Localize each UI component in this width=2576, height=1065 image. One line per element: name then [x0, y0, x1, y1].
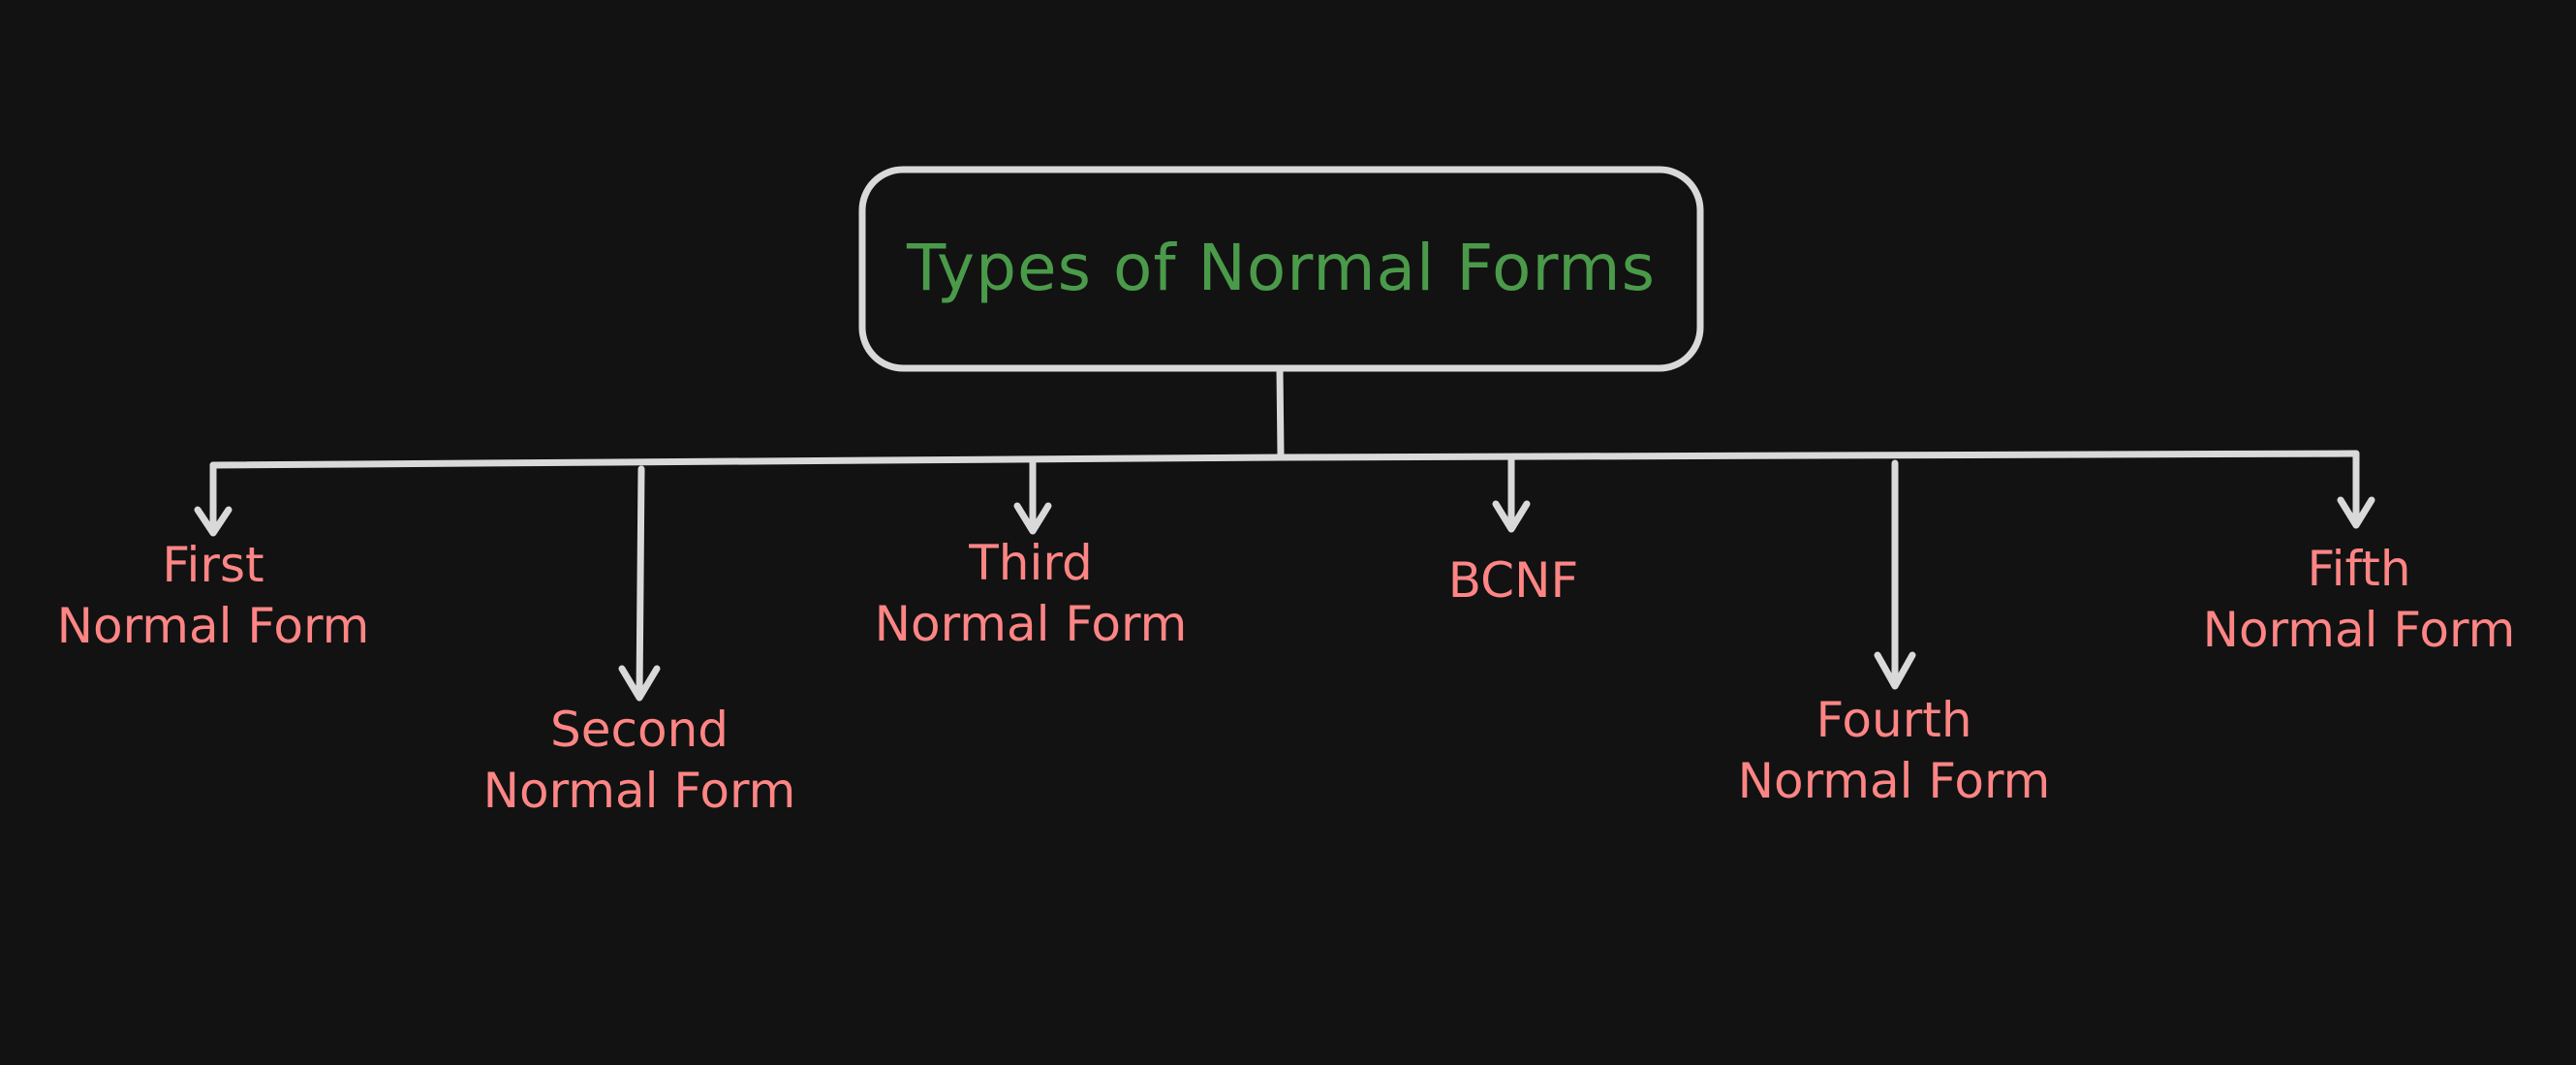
node-label-line2: Normal Form — [2202, 601, 2516, 658]
branch-arrow-3nf — [1013, 459, 1052, 535]
node-label-line1: Fifth — [2307, 541, 2411, 597]
trunk-line — [1276, 366, 1285, 459]
node-fifth-normal-form: Fifth Normal Form — [2156, 539, 2562, 660]
node-label-line2: Normal Form — [874, 595, 1188, 652]
node-third-normal-form: Third Normal Form — [827, 533, 1234, 654]
node-label-line1: Third — [969, 535, 1093, 591]
node-label-line2: Normal Form — [1737, 752, 2051, 809]
node-fourth-normal-form: Fourth Normal Form — [1691, 690, 2097, 811]
node-label-line2: Normal Form — [482, 762, 796, 819]
node-first-normal-form: First Normal Form — [10, 535, 417, 656]
node-label-line2: Normal Form — [56, 597, 370, 654]
node-bcnf: BCNF — [1310, 550, 1717, 611]
node-label-line1: First — [162, 537, 264, 593]
node-label-line1: Second — [549, 702, 729, 758]
branch-arrow-2nf — [618, 465, 661, 702]
bus-line — [209, 450, 2360, 469]
branch-arrow-4nf — [1874, 459, 1916, 690]
root-title: Types of Normal Forms — [907, 231, 1656, 306]
branch-arrow-5nf — [2337, 450, 2375, 529]
node-second-normal-form: Second Normal Form — [436, 700, 843, 821]
branch-arrow-1nf — [194, 461, 233, 537]
node-label-line1: Fourth — [1816, 692, 1972, 748]
branch-arrow-bcnf — [1492, 455, 1531, 533]
node-label-line1: BCNF — [1447, 552, 1579, 609]
